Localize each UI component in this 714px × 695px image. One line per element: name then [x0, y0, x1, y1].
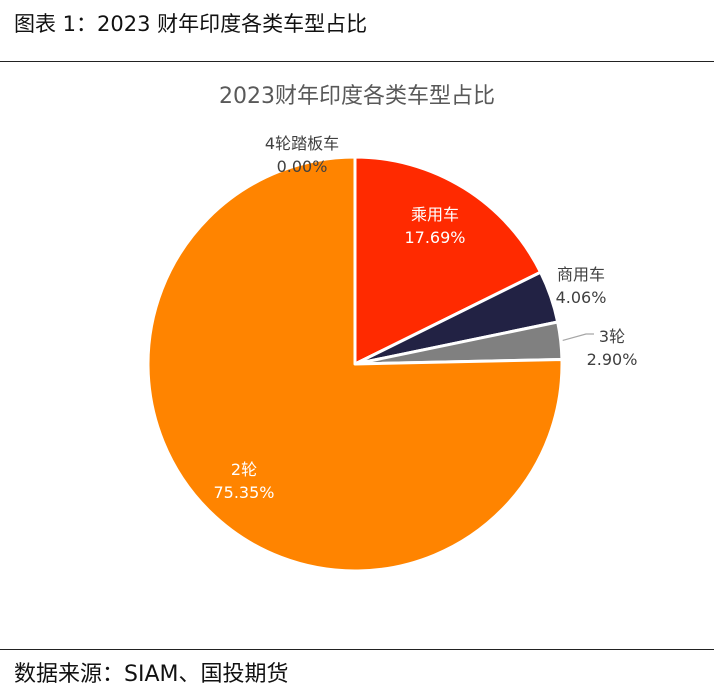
slice-category-label-1: 4轮踏板车 — [265, 134, 339, 153]
figure-caption: 图表 1：2023 财年印度各类车型占比 — [14, 12, 368, 36]
slice-labels: 4轮踏板车 0.00% 乘用车 17.69% 商用车 4.06% 3轮 2.90% 2轮 75.3… — [213, 134, 637, 502]
top-divider — [0, 61, 714, 62]
slice-value-label-1: 0.00% — [277, 157, 328, 176]
leader-line-slice-4 — [562, 333, 594, 341]
chart-title: 2023财年印度各类车型占比 — [219, 84, 495, 109]
slice-value-label-4: 2.90% — [587, 350, 638, 369]
leader-lines — [562, 333, 594, 341]
pie-slices — [146, 155, 564, 573]
slice-value-label-2: 17.69% — [404, 228, 465, 247]
slice-category-label-2: 乘用车 — [411, 205, 459, 224]
data-source: 数据来源：SIAM、国投期货 — [14, 662, 289, 687]
pie-slice-2 — [353, 155, 543, 366]
slice-value-label-3: 4.06% — [556, 288, 607, 307]
slice-category-label-4: 3轮 — [599, 327, 625, 346]
slice-category-label-5: 2轮 — [231, 460, 257, 479]
pie-chart: 2023财年印度各类车型占比 4轮踏板车 0.00% 乘用车 17.69% 商用车 4.0… — [146, 84, 637, 573]
slice-category-label-3: 商用车 — [557, 265, 605, 284]
slice-value-label-5: 75.35% — [213, 483, 274, 502]
bottom-divider — [0, 649, 714, 650]
pie-slice-5 — [146, 155, 564, 573]
